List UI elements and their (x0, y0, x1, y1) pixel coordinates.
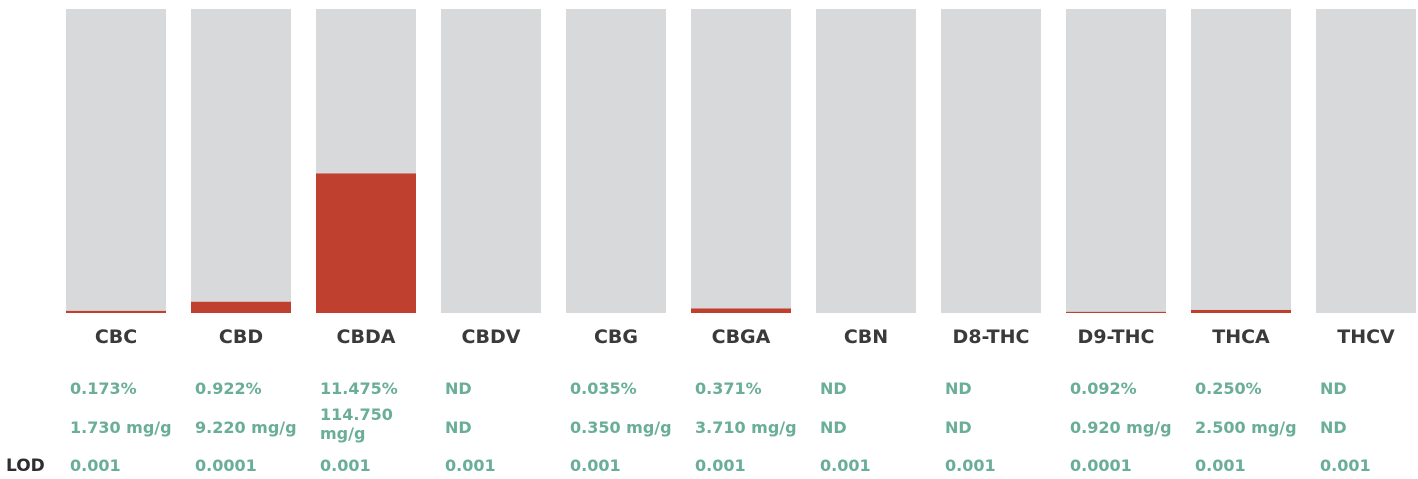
bar-fill (1191, 309, 1291, 313)
mg-per-g-value: 0.920 mg/g (1070, 418, 1172, 437)
category-label: THCA (1212, 326, 1270, 348)
lod-value: 0.001 (1320, 456, 1371, 475)
percent-value: 0.371% (695, 379, 762, 398)
lod-value: 0.0001 (1070, 456, 1132, 475)
category-label: D8-THC (953, 326, 1030, 348)
percent-value: 0.173% (70, 379, 137, 398)
percent-value: ND (1320, 379, 1347, 398)
category-label: CBDV (462, 326, 521, 348)
lod-value: 0.001 (945, 456, 996, 475)
bar-track (1191, 9, 1291, 313)
percent-value: 0.035% (570, 379, 637, 398)
bar-track (441, 9, 541, 313)
bar-fill (191, 301, 291, 313)
lod-row-label: LOD (6, 456, 45, 476)
bar-track (816, 9, 916, 313)
mg-per-g-value: ND (1320, 418, 1347, 437)
mg-per-g-value: 0.350 mg/g (570, 418, 672, 437)
category-label: CBC (95, 326, 137, 348)
percent-value: 0.092% (1070, 379, 1137, 398)
mg-per-g-value: 2.500 mg/g (1195, 418, 1297, 437)
bar-track (1066, 9, 1166, 313)
lod-value: 0.001 (820, 456, 871, 475)
category-label: CBD (219, 326, 263, 348)
percent-value: ND (445, 379, 472, 398)
bar-track (691, 9, 791, 313)
mg-per-g-value: ND (820, 418, 847, 437)
category-label: CBDA (337, 326, 396, 348)
mg-per-g-value: 9.220 mg/g (195, 418, 297, 437)
bar-track (941, 9, 1041, 313)
lod-value: 0.001 (570, 456, 621, 475)
bar-track (566, 9, 666, 313)
category-label: D9-THC (1078, 326, 1155, 348)
lod-value: 0.001 (1195, 456, 1246, 475)
bar-track (66, 9, 166, 313)
bar-fill (316, 173, 416, 313)
category-label: CBG (594, 326, 638, 348)
bar-fill (66, 310, 166, 313)
mg-per-g-value: ND (945, 418, 972, 437)
lod-value: 0.001 (695, 456, 746, 475)
bar-fill (691, 308, 791, 313)
category-label: THCV (1337, 326, 1395, 348)
percent-value: ND (820, 379, 847, 398)
lod-value: 0.001 (445, 456, 496, 475)
category-label: CBGA (712, 326, 771, 348)
lod-value: 0.001 (70, 456, 121, 475)
mg-per-g-value: 3.710 mg/g (695, 418, 797, 437)
mg-per-g-value: 114.750 mg/g (320, 405, 393, 443)
bar-fill (1066, 311, 1166, 313)
percent-value: 11.475% (320, 379, 398, 398)
bar-track (191, 9, 291, 313)
percent-value: ND (945, 379, 972, 398)
lod-value: 0.001 (320, 456, 371, 475)
lod-value: 0.0001 (195, 456, 257, 475)
mg-per-g-value: ND (445, 418, 472, 437)
bar-track (1316, 9, 1416, 313)
category-label: CBN (844, 326, 888, 348)
percent-value: 0.922% (195, 379, 262, 398)
mg-per-g-value: 1.730 mg/g (70, 418, 172, 437)
percent-value: 0.250% (1195, 379, 1262, 398)
